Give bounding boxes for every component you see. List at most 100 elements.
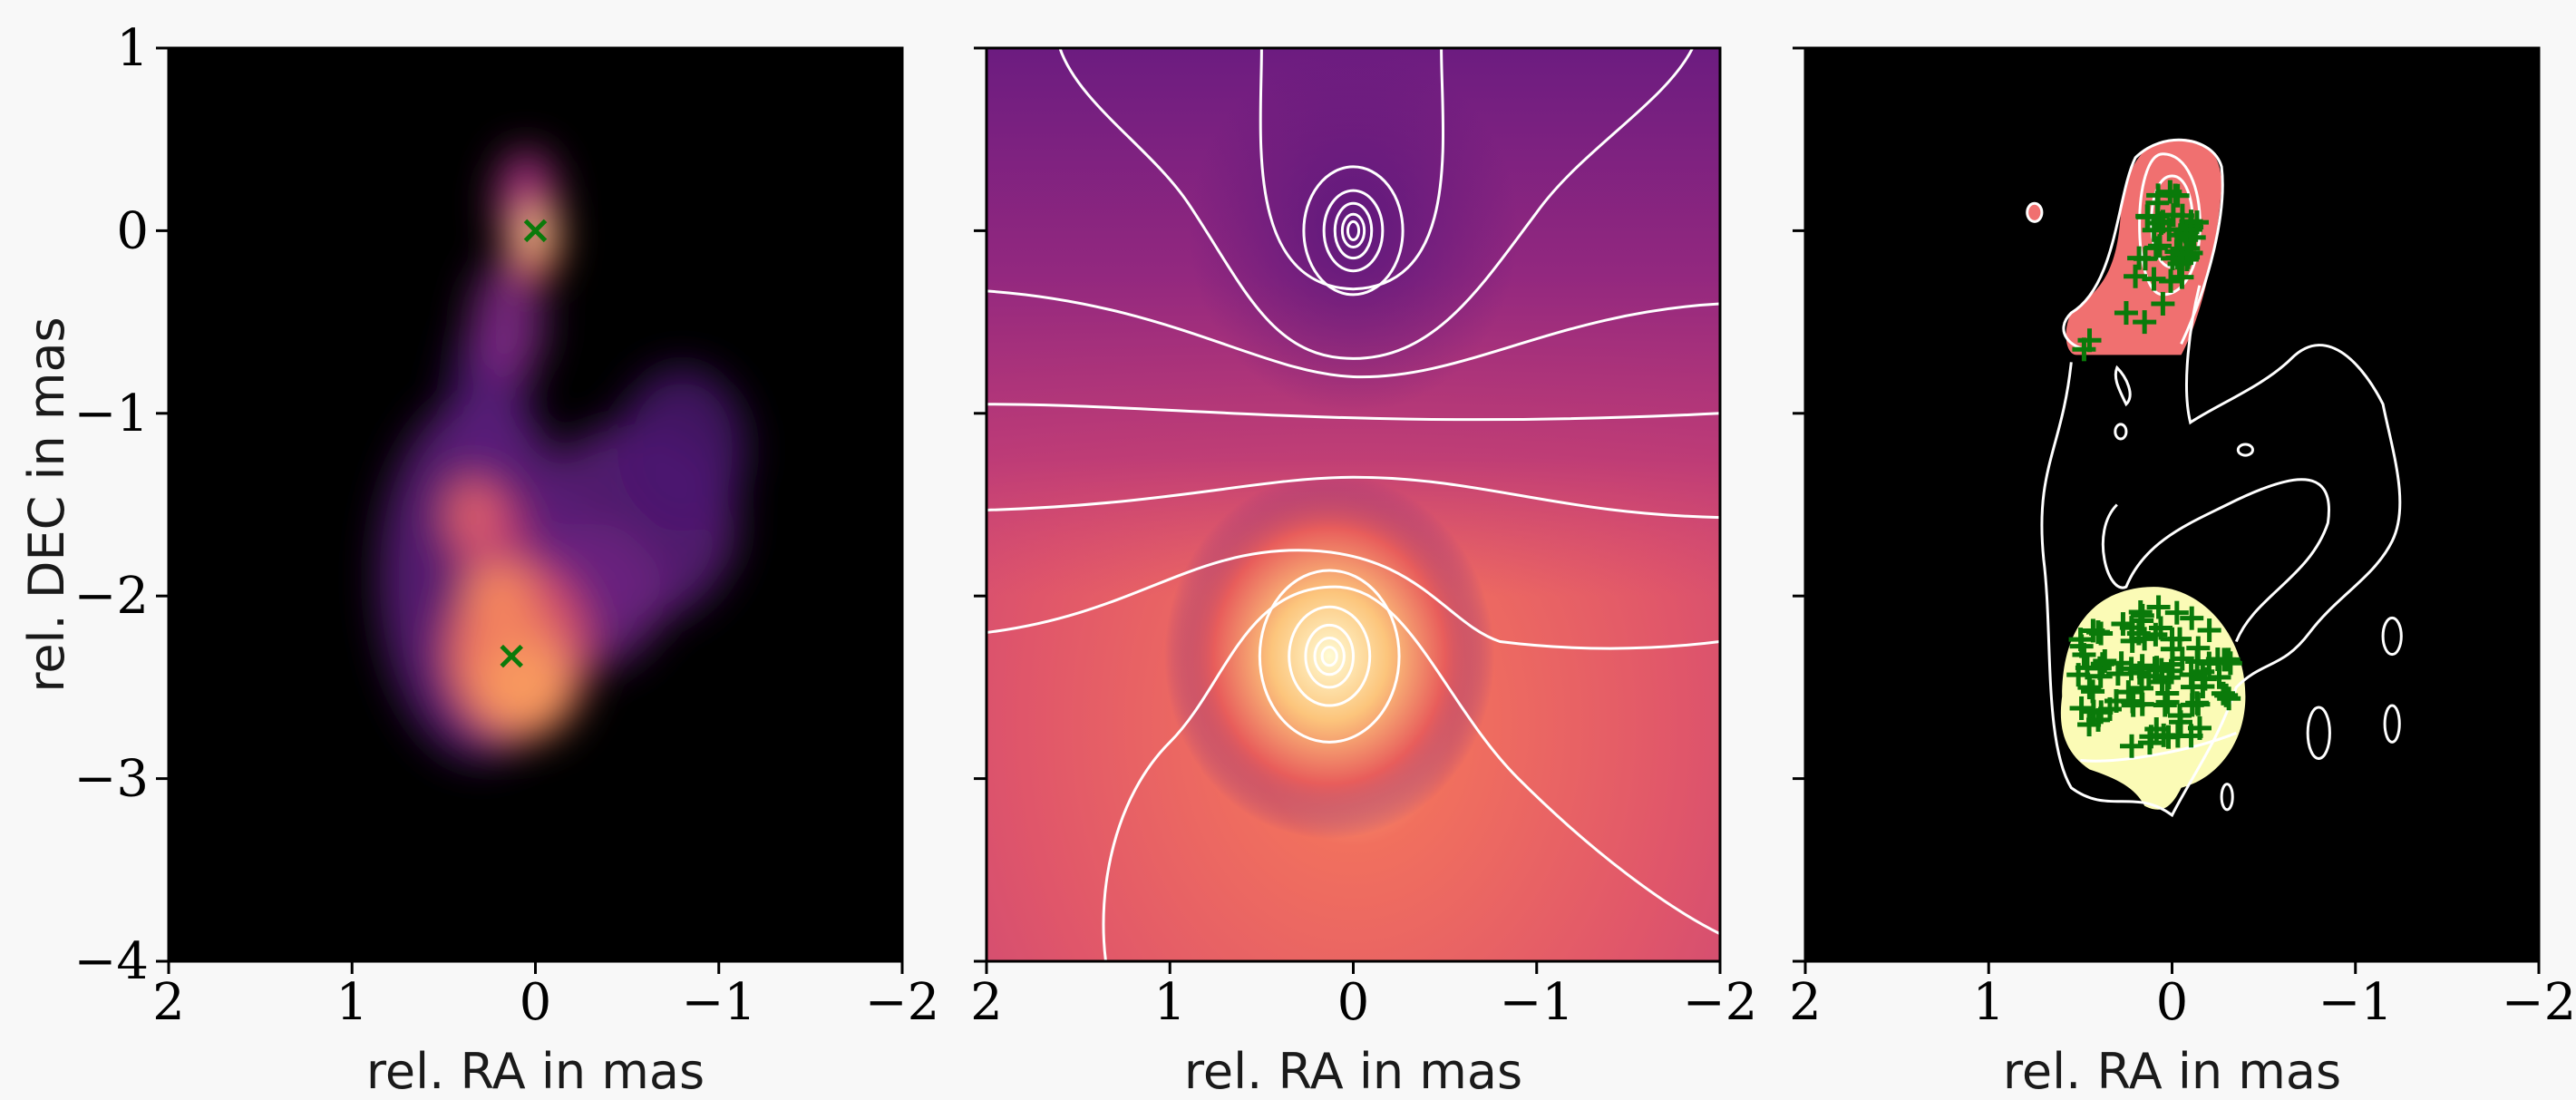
- plus-marker: [2133, 310, 2157, 335]
- x-tick-label: −1: [681, 973, 756, 1032]
- plus-marker: [2133, 627, 2157, 651]
- plus-marker: [2105, 661, 2130, 686]
- contour-ring: [1313, 637, 1346, 677]
- plus-marker: [2164, 600, 2189, 625]
- contour-island: [2114, 423, 2128, 441]
- x-tick-label: −2: [865, 973, 940, 1032]
- jet-emission: [379, 148, 747, 761]
- x-axis-label: rel. RA in mas: [2003, 1043, 2341, 1100]
- plus-marker: [2180, 606, 2204, 630]
- contour-ring: [1288, 605, 1372, 707]
- contour-line: [1102, 585, 1720, 961]
- contour-island: [2383, 704, 2401, 744]
- plus-marker: [2137, 731, 2162, 755]
- x-tick-label: −2: [1683, 973, 1758, 1032]
- contour-ring: [1258, 569, 1401, 744]
- contour-ring: [1333, 201, 1374, 260]
- contour-line: [987, 289, 1720, 379]
- plus-marker: [2149, 657, 2173, 682]
- left-panel: 2 1 0 −1 −2 1 0 −1 −2 −3 −4 rel. RA in mas: [73, 19, 939, 1100]
- contour-line: [2062, 138, 2224, 351]
- plus-marker: [2072, 337, 2096, 362]
- y-tick-label: −4: [73, 932, 149, 991]
- plus-marker: [2151, 291, 2175, 316]
- plus-marker: [2144, 656, 2169, 680]
- right-panel: 2 1 0 −1 −2 rel. RA in mas: [1789, 46, 2576, 1100]
- plus-marker: [2069, 696, 2094, 720]
- y-tick-label: 1: [116, 19, 149, 78]
- x-tick-label: 1: [335, 973, 368, 1032]
- right-panel-axes: 2 1 0 −1 −2 rel. RA in mas: [1789, 46, 2576, 1100]
- plus-marker: [2192, 667, 2217, 691]
- middle-panel-field: [987, 48, 1720, 961]
- bottom-source-glow: [1164, 473, 1495, 840]
- emission-blob: [443, 477, 500, 550]
- left-panel-emission: [379, 148, 747, 761]
- right-panel-plus-markers: [2066, 180, 2242, 758]
- plus-marker: [2089, 621, 2114, 646]
- plus-marker: [2111, 612, 2135, 637]
- contour-line: [987, 403, 1720, 422]
- contour-ring: [1304, 623, 1356, 689]
- plus-marker: [2186, 636, 2211, 660]
- x-tick-label: 0: [520, 973, 552, 1032]
- plus-marker: [2168, 704, 2192, 728]
- contour-line: [987, 475, 1720, 520]
- contour-line: [2040, 285, 2402, 818]
- contour-line: [987, 549, 1720, 650]
- contour-line: [2101, 478, 2330, 643]
- plus-marker: [2153, 693, 2177, 717]
- plus-marker: [2124, 264, 2148, 288]
- middle-panel-contours: [987, 48, 1720, 961]
- plus-marker: [2081, 679, 2105, 704]
- y-tick-label: −3: [73, 750, 149, 809]
- plus-marker: [2155, 690, 2180, 715]
- x-tick-label: 2: [152, 973, 185, 1032]
- plus-marker: [2114, 301, 2138, 326]
- right-panel-contours: [2040, 138, 2403, 818]
- contour-island: [2220, 783, 2234, 812]
- plus-marker: [2072, 643, 2096, 667]
- plus-marker: [2217, 686, 2241, 711]
- y-tick-label: −1: [73, 385, 149, 443]
- plus-marker: [2146, 595, 2171, 619]
- contour-ring: [1320, 646, 1338, 667]
- plus-marker: [2197, 651, 2221, 676]
- plus-marker: [2181, 675, 2205, 699]
- plus-marker: [2121, 693, 2145, 717]
- plus-marker: [2089, 700, 2114, 725]
- contour-line: [2114, 365, 2132, 407]
- contour-ring: [1340, 212, 1366, 249]
- plus-marker: [2127, 246, 2152, 270]
- plus-marker: [2109, 651, 2134, 676]
- x-tick-label: 2: [970, 973, 1003, 1032]
- plus-marker: [2130, 676, 2154, 700]
- y-tick-label: −2: [73, 567, 149, 626]
- plus-marker: [2144, 716, 2169, 741]
- x-marker: [500, 644, 523, 668]
- x-tick-label: 1: [1972, 973, 2005, 1032]
- contour-ring: [1322, 189, 1385, 273]
- middle-panel: 2 1 0 −1 −2 rel. RA in mas: [970, 46, 1758, 1100]
- plus-marker: [2120, 734, 2144, 758]
- plus-marker: [2197, 618, 2221, 643]
- plus-marker: [2143, 622, 2168, 647]
- emission-blob: [480, 641, 572, 734]
- plus-marker: [2178, 218, 2202, 242]
- left-panel-markers: [500, 219, 548, 668]
- plus-marker: [2077, 713, 2102, 737]
- plus-marker: [2135, 204, 2160, 229]
- x-axis-label: rel. RA in mas: [1184, 1043, 1522, 1100]
- right-panel-content: [2026, 138, 2403, 818]
- x-tick-label: 1: [1153, 973, 1186, 1032]
- x-marker: [523, 219, 548, 243]
- x-tick-label: −1: [1499, 973, 1574, 1032]
- plus-marker: [2160, 637, 2184, 661]
- x-tick-label: 0: [2156, 973, 2189, 1032]
- emission-blob: [471, 258, 545, 386]
- plus-marker: [2170, 265, 2194, 289]
- plus-marker: [2130, 608, 2154, 633]
- contour-line: [1058, 48, 1695, 360]
